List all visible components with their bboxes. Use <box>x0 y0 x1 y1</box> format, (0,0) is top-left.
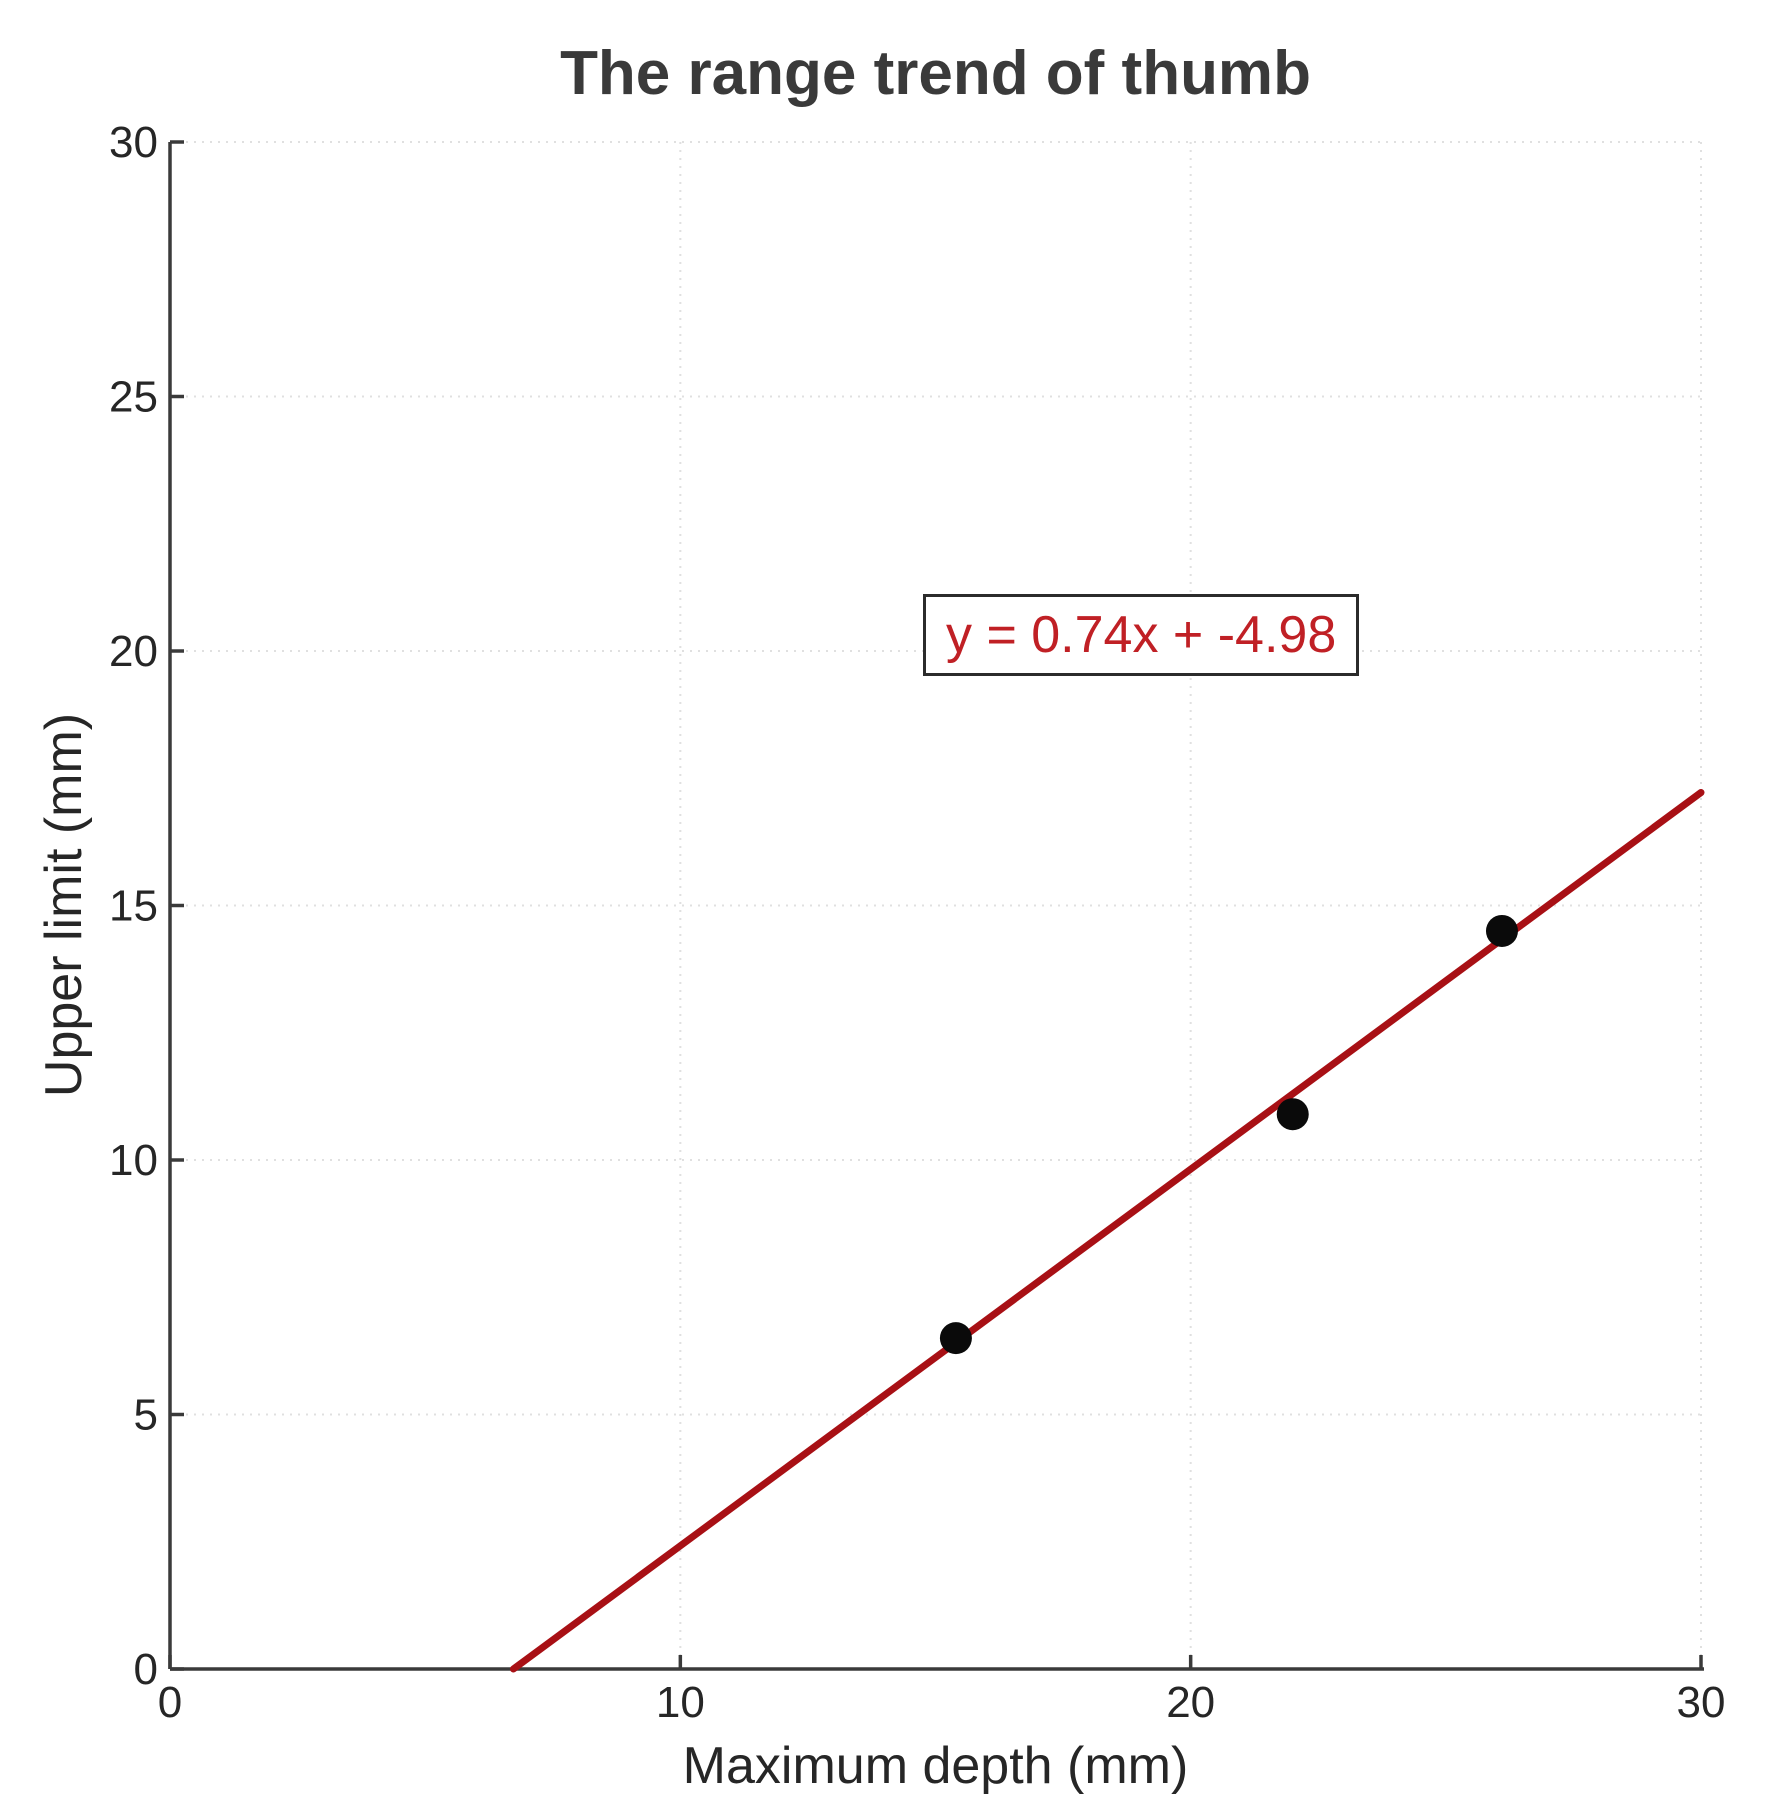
x-tick-label: 30 <box>1677 1678 1726 1727</box>
data-point <box>1276 1098 1309 1131</box>
x-tick-label: 20 <box>1166 1678 1215 1727</box>
y-tick-label: 10 <box>109 1136 158 1185</box>
y-tick-label: 30 <box>109 118 158 167</box>
x-tick-label: 0 <box>158 1678 182 1727</box>
trend-line <box>509 789 1705 1673</box>
y-tick-label: 25 <box>109 373 158 422</box>
y-tick-label: 5 <box>134 1391 158 1440</box>
chart-title: The range trend of thumb <box>560 39 1311 108</box>
equation-text: y = 0.74x + -4.98 <box>946 606 1337 664</box>
y-tick-label: 20 <box>109 627 158 676</box>
data-point <box>939 1322 972 1355</box>
data-point <box>1485 914 1518 947</box>
y-tick-label: 15 <box>109 882 158 931</box>
equation-annotation: y = 0.74x + -4.98 <box>923 594 1360 676</box>
y-tick-label: 0 <box>134 1645 158 1694</box>
x-tick-label: 10 <box>656 1678 705 1727</box>
x-axis-label: Maximum depth (mm) <box>682 1737 1189 1795</box>
